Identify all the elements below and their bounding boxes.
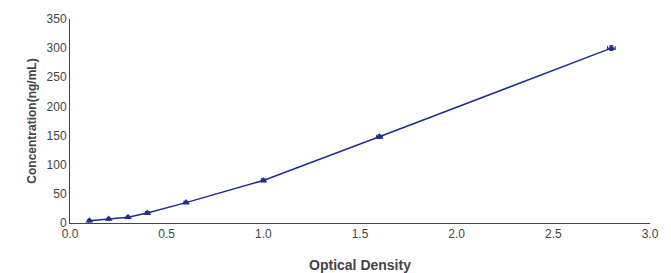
svg-text:0.5: 0.5	[158, 227, 175, 241]
svg-text:Concentration(ng/mL): Concentration(ng/mL)	[25, 58, 39, 183]
svg-text:1.5: 1.5	[352, 227, 369, 241]
svg-text:350: 350	[47, 12, 67, 26]
svg-text:200: 200	[47, 100, 67, 114]
svg-text:50: 50	[53, 187, 67, 201]
svg-text:250: 250	[47, 70, 67, 84]
svg-text:100: 100	[47, 158, 67, 172]
svg-text:300: 300	[47, 41, 67, 55]
svg-text:0: 0	[60, 216, 67, 230]
svg-text:0.0: 0.0	[62, 227, 79, 241]
svg-text:2.0: 2.0	[448, 227, 465, 241]
svg-text:150: 150	[47, 129, 67, 143]
svg-text:2.5: 2.5	[545, 227, 562, 241]
svg-text:3.0: 3.0	[642, 227, 659, 241]
svg-text:Optical Density: Optical Density	[309, 257, 411, 273]
svg-text:1.0: 1.0	[255, 227, 272, 241]
